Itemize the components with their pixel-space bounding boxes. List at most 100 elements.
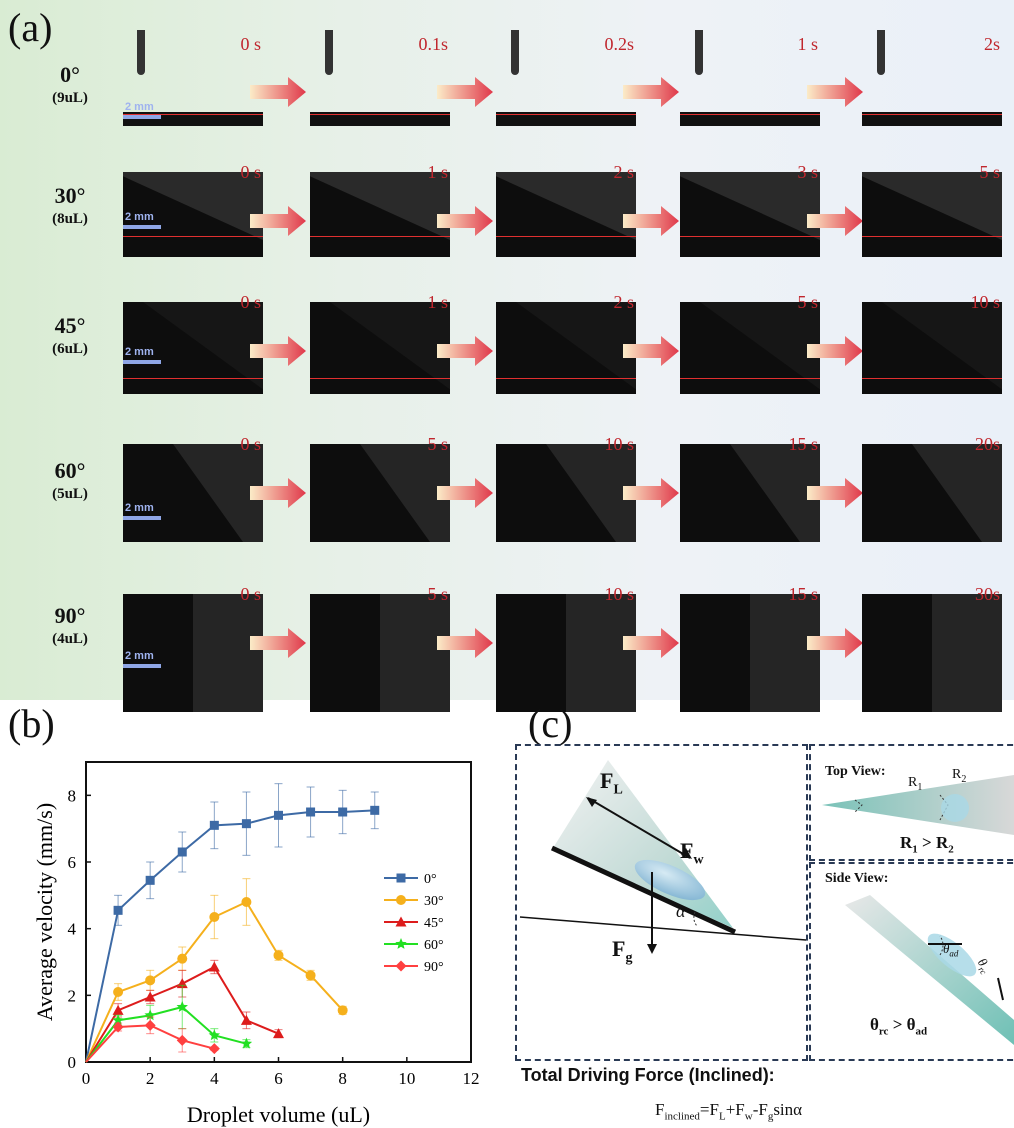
scale-bar-label: 2 mm [125,211,154,223]
dispensing-needle [695,30,703,75]
side-view-box [809,862,1014,1061]
droplet-frame-image [862,172,1002,257]
reference-line [680,378,820,379]
data-point [395,938,407,949]
time-stamp: 10 s [970,292,1000,312]
top-view-box [809,744,1014,861]
x-tick-label: 0 [82,1069,91,1088]
sequence-arrow [437,478,493,508]
droplet-volume: (9uL) [52,90,88,106]
panel-c-letter: (c) [528,701,573,746]
row-label: 90° (4uL) [30,603,110,648]
droplet-frame-image [862,594,1002,712]
droplet-frame-image [310,444,450,542]
droplet-frame-image [310,112,450,126]
row-label: 30° (8uL) [30,183,110,228]
data-point [396,873,406,883]
tilt-angle: 30° [54,183,86,208]
droplet-frame-image [310,172,450,257]
scale-bar-label: 2 mm [125,502,154,514]
time-stamp: 2 s [613,162,634,182]
x-axis-label: Droplet volume (uL) [187,1102,370,1127]
scale-bar-label: 2 mm [125,650,154,662]
droplet-volume: (5uL) [52,486,88,502]
data-point [208,1029,221,1041]
dispensing-needle [511,30,519,75]
sequence-arrow [250,478,306,508]
droplet-frame-image [496,302,636,394]
droplet-frame-image [862,112,1002,126]
time-stamp: 0 s [240,162,261,182]
time-stamp: 5 s [427,584,448,604]
series-line [85,1005,247,1063]
data-point [241,819,251,829]
data-point [209,820,219,830]
droplet-frame-image [123,594,263,712]
panel-b-letter: (b) [8,701,55,746]
data-point [176,1034,188,1046]
droplet-frame-image [496,594,636,712]
y-tick-label: 6 [68,853,77,872]
row-label: 0° (9uL) [30,62,110,107]
r1-label: R1 [908,775,923,793]
droplet-volume: (6uL) [52,341,88,357]
droplet-frame-image [123,444,263,542]
scale-bar [123,115,161,119]
dispensing-needle [325,30,333,75]
time-stamp: 0.1s [418,34,448,54]
total-force-title: Total Driving Force (Inclined): [521,1065,775,1085]
data-point [145,875,155,885]
droplet-frame-image [862,444,1002,542]
sequence-arrow [623,336,679,366]
data-point [144,991,156,1002]
reference-line [310,378,450,379]
time-stamp: 10 s [604,434,634,454]
time-stamp: 1 s [427,162,448,182]
sequence-arrow [250,206,306,236]
data-point [337,1005,348,1016]
time-stamp: 10 s [604,584,634,604]
time-stamp: 15 s [788,584,818,604]
data-point [395,960,407,972]
reference-line [123,378,263,379]
time-stamp: 15 s [788,434,818,454]
reference-line [310,236,450,237]
tilt-angle: 60° [54,458,86,483]
legend-label: 60° [424,938,444,953]
legend-label: 90° [424,960,444,975]
sequence-arrow [623,206,679,236]
time-stamp: 30s [974,584,1000,604]
reference-line [123,236,263,237]
data-point [176,1001,188,1012]
data-point [112,1014,124,1026]
data-point [395,916,407,927]
data-point [145,975,156,986]
y-tick-label: 8 [68,786,77,805]
tilt-angle: 45° [54,313,86,338]
inclined-schematic-box [515,744,808,1061]
data-point [113,987,124,997]
time-stamp: 0 s [240,34,261,54]
reference-line [496,378,636,379]
side-view-title: Side View: [825,871,889,886]
time-stamp: 5 s [797,292,818,312]
sequence-arrow [250,77,306,107]
y-axis-label: Average velocity (mm/s) [32,803,57,1021]
time-stamp: 0 s [240,584,261,604]
droplet-frame-image [496,112,636,126]
data-point [144,1019,156,1031]
legend-label: 30° [424,894,444,909]
force-fl-label: FL [600,768,623,798]
droplet-frame-image [496,172,636,257]
data-point [240,1037,253,1049]
sequence-arrow [437,628,493,658]
sequence-arrow [807,336,863,366]
top-view-title: Top View: [825,764,886,779]
droplet-frame-image [496,444,636,542]
x-tick-label: 12 [463,1069,480,1088]
total-force-formula: Finclined=FL+Fw-Fgsinα [655,1100,803,1123]
data-point [274,810,283,820]
legend-label: 0° [424,872,437,887]
reference-line [310,114,450,115]
scale-bar-label: 2 mm [125,346,154,358]
